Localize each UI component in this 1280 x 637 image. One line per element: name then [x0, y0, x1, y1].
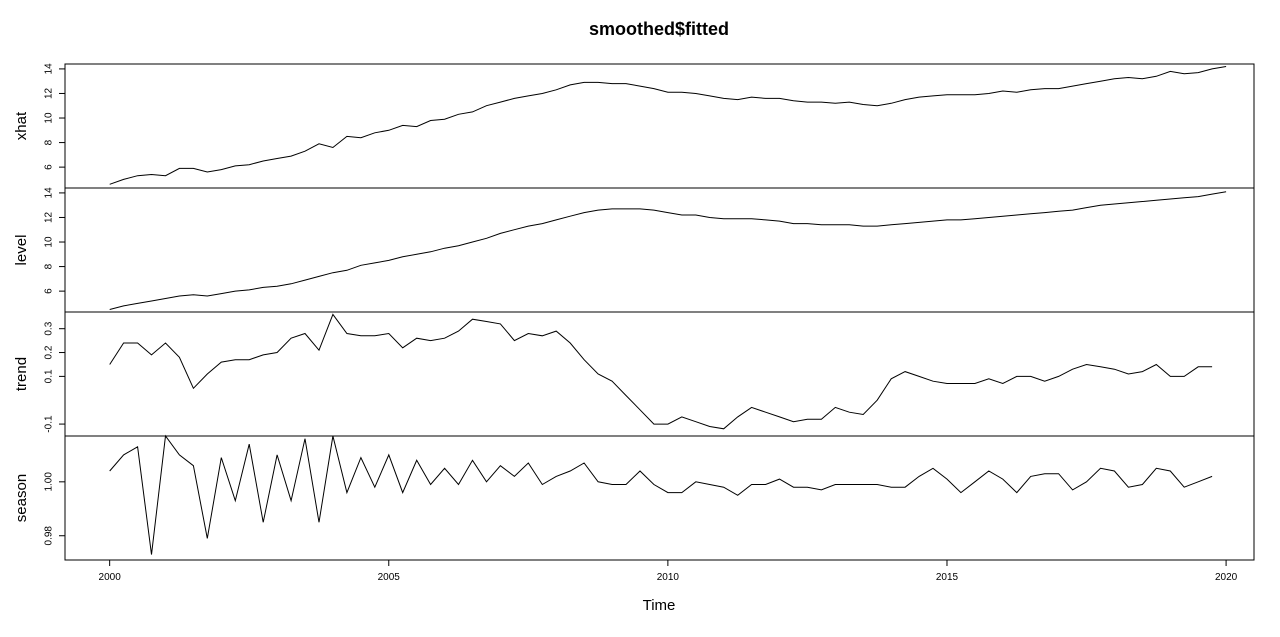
series-line-level — [109, 191, 1227, 310]
chart-title: smoothed$fitted — [589, 19, 729, 39]
y-axis-title-level: level — [13, 235, 30, 266]
x-tick-label: 2020 — [1215, 572, 1238, 583]
x-tick-label: 2005 — [378, 572, 401, 583]
y-tick-label-trend: -0.1 — [44, 415, 55, 433]
y-tick-label-level: 12 — [44, 211, 55, 223]
y-axis-title-xhat: xhat — [13, 111, 30, 140]
y-axis-title-season: season — [13, 474, 30, 522]
panel-season: 0.98 1.00 season — [13, 434, 1255, 561]
y-tick-label-trend: 0.3 — [44, 321, 55, 335]
y-tick-label-xhat: 6 — [44, 164, 55, 170]
y-tick-label-xhat: 12 — [44, 87, 55, 99]
panel-level: 6 8 10 12 14 level — [13, 187, 1255, 313]
y-tick-label-level: 14 — [44, 187, 55, 199]
x-axis-title: Time — [643, 597, 676, 614]
y-tick-label-xhat: 10 — [44, 112, 55, 124]
x-tick-label: 2000 — [99, 572, 122, 583]
y-tick-label-trend: 0.1 — [44, 369, 55, 383]
panels: 6 8 10 12 14 xhat 6 8 10 12 14 level -0.1 0.1 0.2 0.3 tr… — [13, 63, 1255, 561]
panel-frame-trend — [64, 311, 1255, 437]
y-tick-label-level: 10 — [44, 236, 55, 248]
x-tick-label: 2015 — [936, 572, 959, 583]
panel-frame-season — [64, 435, 1255, 561]
y-tick-label-season: 1.00 — [44, 472, 55, 492]
y-tick-label-level: 6 — [44, 288, 55, 294]
x-axis: 2000 2005 2010 2015 2020 — [99, 559, 1238, 583]
y-tick-label-xhat: 14 — [44, 63, 55, 75]
panel-frame-xhat — [64, 63, 1255, 189]
series-line-xhat — [109, 66, 1227, 185]
y-tick-label-trend: 0.2 — [44, 345, 55, 359]
series-line-trend — [109, 313, 1213, 430]
panel-xhat: 6 8 10 12 14 xhat — [13, 63, 1255, 189]
y-axis-title-trend: trend — [13, 357, 30, 391]
y-tick-label-season: 0.98 — [44, 526, 55, 546]
x-tick-label: 2010 — [657, 572, 680, 583]
panel-trend: -0.1 0.1 0.2 0.3 trend — [13, 311, 1255, 437]
panel-frame-level — [64, 187, 1255, 313]
y-tick-label-level: 8 — [44, 263, 55, 269]
y-tick-label-xhat: 8 — [44, 139, 55, 145]
series-line-season — [109, 434, 1213, 555]
